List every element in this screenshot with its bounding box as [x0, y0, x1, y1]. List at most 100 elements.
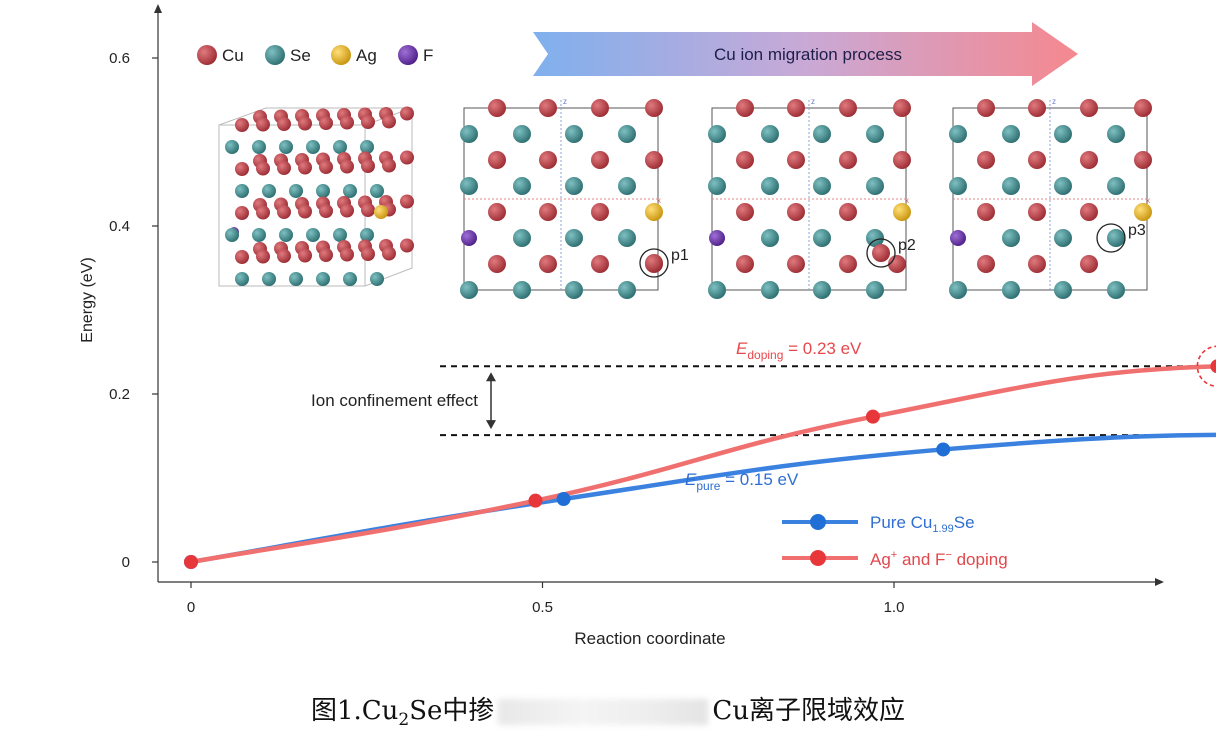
legend-atom-label: Ag [356, 46, 377, 65]
atom-cu-icon [382, 114, 396, 129]
atom-cu-icon [319, 248, 333, 262]
panel-atom-ag-icon [645, 203, 663, 221]
atom-cu-icon [277, 249, 291, 263]
panel-atom-se-icon [618, 229, 636, 247]
panel-atom-cu-icon [488, 99, 506, 117]
axes: 00.20.40.6 00.51.01.52.02.5 Energy (eV) … [79, 4, 1164, 648]
migrating-atom-highlight [1096, 223, 1126, 253]
panel-atom-se-icon [618, 281, 636, 299]
panel-atom-cu-icon [977, 255, 995, 273]
atom-cu-icon [235, 118, 249, 132]
panel-atom-se-icon [866, 281, 884, 299]
caption-prefix: 图1.Cu [310, 696, 399, 726]
panel-atom-cu-icon [839, 255, 857, 273]
atom-cu-icon [277, 161, 291, 175]
panel-atom-se-icon [1002, 229, 1020, 247]
atom-se-icon [316, 272, 330, 286]
panel-atom-cu-icon [539, 151, 557, 169]
data-point-doping-2 [865, 409, 880, 424]
pure-label: Epure = 0.15 eV [685, 470, 799, 493]
panel-atom-cu-icon [977, 99, 995, 117]
migration-panel-2: z x p2 [708, 97, 916, 299]
migrating-cu-atom-icon [872, 244, 890, 262]
panel-atom-se-icon [708, 177, 726, 195]
legend-atom-ag-icon [331, 45, 351, 65]
element-legend: Cu Se Ag F [197, 45, 433, 65]
panel-atom-cu-icon [977, 203, 995, 221]
panel-atom-se-icon [565, 125, 583, 143]
panel-atom-cu-icon [1080, 151, 1098, 169]
atom-se-icon [306, 228, 320, 242]
panel-atom-se-icon [1054, 125, 1072, 143]
data-point-doping-0 [184, 555, 198, 569]
legend-label-doping: Ag+ and F− doping [870, 549, 1008, 569]
legend-marker-doping [810, 550, 826, 566]
x-axis-arrow [1155, 578, 1164, 586]
y-axis-arrow [154, 4, 162, 13]
panel-atom-se-icon [949, 281, 967, 299]
panel-atom-se-icon [949, 125, 967, 143]
atom-se-icon [235, 184, 249, 198]
atom-cu-icon [256, 205, 270, 220]
panel-atom-cu-icon [893, 99, 911, 117]
legend-marker-pure [810, 514, 826, 530]
atom-cu-icon [256, 117, 270, 132]
migration-panels: z x p1 z x p2 z x p3 [460, 97, 1152, 299]
legend-atom-f-icon [398, 45, 418, 65]
panel-atom-se-icon [1002, 125, 1020, 143]
panel-atom-se-icon [813, 281, 831, 299]
atom-ag-icon [374, 205, 388, 219]
atom-cu-icon [400, 150, 414, 165]
panel-atom-se-icon [761, 125, 779, 143]
atom-cu-icon [361, 115, 375, 129]
confinement-arrow-head-up [486, 372, 496, 382]
panel-z-label: z [811, 97, 815, 106]
data-point-pure-2 [936, 442, 951, 457]
atom-cu-icon [319, 116, 333, 130]
panel-label: p1 [671, 247, 689, 264]
panel-atom-cu-icon [1028, 255, 1046, 273]
atom-se-icon [225, 228, 239, 242]
panel-atom-cu-icon [539, 99, 557, 117]
caption-middle: Se中掺 [409, 696, 495, 726]
confinement-arrow-head-down [486, 420, 496, 430]
panel-atom-f-icon [709, 230, 725, 246]
panel-atom-se-icon [813, 229, 831, 247]
panel-atom-cu-icon [645, 151, 663, 169]
panel-atom-cu-icon [591, 99, 609, 117]
energy-chart: Ion confinement effect Edoping = 0.23 eV E… [184, 339, 1216, 569]
panel-atom-se-icon [618, 177, 636, 195]
atom-cu-icon [319, 204, 333, 218]
atom-se-icon [252, 228, 266, 242]
panel-atom-se-icon [565, 281, 583, 299]
migrating-atom-highlight [639, 248, 669, 278]
atom-cu-icon [277, 205, 291, 219]
panel-atom-se-icon [1054, 281, 1072, 299]
panel-atom-cu-icon [1028, 203, 1046, 221]
atom-se-icon [306, 140, 320, 154]
panel-atom-se-icon [866, 229, 884, 247]
atom-se-icon [279, 228, 293, 242]
figure-caption: 图1.Cu2Se中掺 Cu离子限域效应 [0, 690, 1216, 730]
panel-atom-cu-icon [1028, 151, 1046, 169]
panel-atom-se-icon [813, 125, 831, 143]
panel-atom-cu-icon [591, 203, 609, 221]
panel-atom-cu-icon [539, 203, 557, 221]
atom-cu-icon [298, 248, 312, 263]
panel-atom-se-icon [1107, 177, 1125, 195]
migration-arrow: Cu ion migration process [533, 22, 1078, 86]
panel-atom-se-icon [1054, 229, 1072, 247]
panel-atom-cu-icon [1134, 151, 1152, 169]
panel-atom-se-icon [813, 177, 831, 195]
panel-atom-cu-icon [591, 151, 609, 169]
x-tick-label: 1.0 [884, 599, 905, 616]
atom-cu-icon [235, 250, 249, 264]
panel-z-label: z [1052, 97, 1056, 106]
atom-cu-icon [400, 238, 414, 253]
panel-atom-cu-icon [1028, 99, 1046, 117]
atom-se-icon [360, 228, 374, 242]
atom-cu-icon [298, 204, 312, 219]
atom-cu-icon [400, 106, 414, 121]
panel-atom-se-icon [460, 281, 478, 299]
